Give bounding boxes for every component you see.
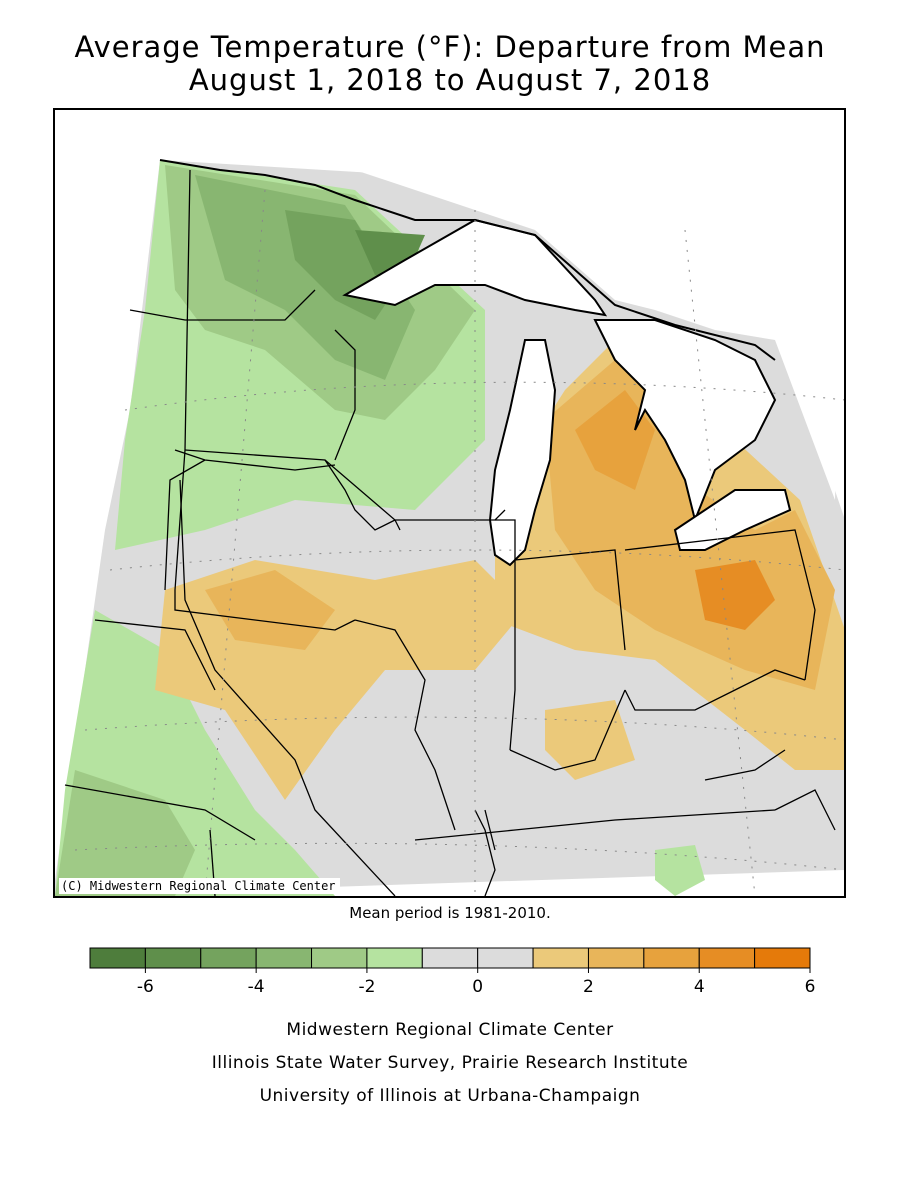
legend-label: -6 xyxy=(137,977,154,997)
legend-swatches xyxy=(89,947,811,969)
legend-labels: -6 -4 -2 0 2 4 6 xyxy=(137,968,816,997)
color-legend: -6 -4 -2 0 2 4 6 xyxy=(0,940,900,1000)
region-orange-dark-ohio xyxy=(695,560,775,630)
legend-swatch xyxy=(643,947,700,969)
temperature-departure-map xyxy=(55,110,844,896)
legend-swatch xyxy=(144,947,202,969)
credit-mrcc: Midwestern Regional Climate Center xyxy=(286,1020,614,1040)
lake-michigan xyxy=(488,339,557,567)
legend-swatch xyxy=(477,947,534,969)
lake-superior xyxy=(342,218,608,317)
legend-swatch xyxy=(89,947,146,969)
legend-scale: -6 -4 -2 0 2 4 6 xyxy=(89,947,816,997)
region-green-se-spot xyxy=(655,845,705,896)
legend-label: 4 xyxy=(694,977,705,997)
map-title: Average Temperature (°F): Departure from… xyxy=(74,30,826,64)
credit-isws: Illinois State Water Survey, Prairie Res… xyxy=(211,1053,689,1073)
legend-swatch xyxy=(532,947,589,969)
region-green-darker xyxy=(195,175,415,380)
canada-land xyxy=(155,110,844,500)
legend-swatch xyxy=(255,947,313,969)
legend-swatch xyxy=(754,947,811,969)
graticule xyxy=(74,189,844,896)
region-orange-dark xyxy=(575,390,655,490)
legend-swatch xyxy=(698,947,756,969)
legend-swatch xyxy=(587,947,645,969)
legend-swatch xyxy=(200,947,257,969)
state-borders xyxy=(64,169,836,896)
legend-label: 2 xyxy=(583,977,594,997)
legend-swatch xyxy=(366,947,423,969)
map-frame: (C) Midwestern Regional Climate Center xyxy=(53,108,846,898)
legend-label: 6 xyxy=(805,977,816,997)
canada-border xyxy=(159,159,776,361)
credit-uiuc: University of Illinois at Urbana-Champai… xyxy=(259,1086,641,1106)
mean-period-note: Mean period is 1981-2010. xyxy=(349,904,551,922)
legend-label: -2 xyxy=(358,977,375,997)
legend-swatch xyxy=(421,947,479,969)
map-date-range: August 1, 2018 to August 7, 2018 xyxy=(188,63,712,97)
region-orange-iowa xyxy=(205,570,335,650)
copyright-label: (C) Midwestern Regional Climate Center xyxy=(59,878,340,894)
river-borders xyxy=(324,459,496,896)
legend-swatch xyxy=(311,947,368,969)
legend-label: 0 xyxy=(472,977,483,997)
legend-label: -4 xyxy=(248,977,265,997)
lake-erie xyxy=(673,489,792,551)
